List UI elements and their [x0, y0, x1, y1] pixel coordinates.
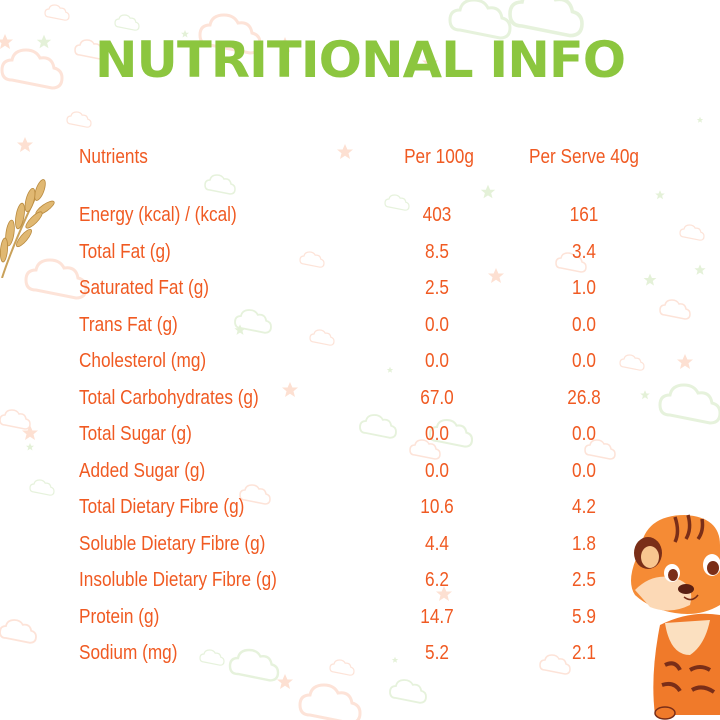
nutrient-name: Total Dietary Fibre (g) [79, 496, 245, 518]
value-per-serve: 0.0 [572, 423, 596, 445]
nutrient-name: Saturated Fat (g) [79, 277, 210, 299]
value-per-100g: 4.4 [425, 532, 449, 555]
value-per-serve: 2.5 [572, 569, 596, 591]
table-row: Total Dietary Fibre (g) 10.6 4.2 [79, 492, 679, 522]
value-per-100g: 0.0 [425, 350, 449, 372]
value-per-100g: 2.5 [425, 277, 449, 299]
header-nutrients: Nutrients [79, 146, 148, 168]
nutrient-name: Sodium (mg) [79, 642, 178, 664]
table-row: Trans Fat (g) 0.0 0.0 [79, 310, 679, 340]
nutrient-name: Trans Fat (g) [79, 313, 178, 336]
table-row: Saturated Fat (g) 2.5 1.0 [79, 273, 679, 303]
value-per-serve: 2.1 [572, 642, 596, 664]
value-per-100g: 8.5 [425, 240, 449, 263]
table-row: Added Sugar (g) 0.0 0.0 [79, 456, 679, 486]
value-per-100g: 6.2 [425, 569, 449, 591]
header-per-serve: Per Serve 40g [529, 146, 639, 168]
table-row: Soluble Dietary Fibre (g) 4.4 1.8 [79, 529, 679, 559]
nutrient-name: Insoluble Dietary Fibre (g) [79, 569, 277, 591]
table-row: Total Fat (g) 8.5 3.4 [79, 237, 679, 267]
oat-stalk-icon [0, 179, 55, 278]
nutrient-name: Soluble Dietary Fibre (g) [79, 532, 266, 555]
value-per-serve: 4.2 [572, 496, 596, 518]
table-row: Energy (kcal) / (kcal) 403 161 [79, 200, 679, 230]
value-per-serve: 26.8 [567, 386, 601, 409]
value-per-serve: 1.8 [572, 532, 596, 555]
table-row: Sodium (mg) 5.2 2.1 [79, 638, 679, 668]
value-per-serve: 5.9 [572, 605, 596, 628]
table-row: Insoluble Dietary Fibre (g) 6.2 2.5 [79, 565, 679, 595]
value-per-100g: 0.0 [425, 459, 449, 482]
value-per-100g: 10.6 [420, 496, 454, 518]
nutrient-name: Total Fat (g) [79, 240, 171, 263]
nutrient-name: Total Carbohydrates (g) [79, 386, 259, 409]
value-per-100g: 5.2 [425, 642, 449, 664]
header-per-100g: Per 100g [404, 146, 474, 168]
table-row: Total Carbohydrates (g) 67.0 26.8 [79, 383, 679, 413]
value-per-serve: 0.0 [572, 350, 596, 372]
nutrient-name: Energy (kcal) / (kcal) [79, 204, 237, 226]
value-per-serve: 0.0 [572, 459, 596, 482]
value-per-100g: 14.7 [420, 605, 454, 628]
table-row: Protein (g) 14.7 5.9 [79, 602, 679, 632]
value-per-serve: 3.4 [572, 240, 596, 263]
value-per-serve: 1.0 [572, 277, 596, 299]
value-per-100g: 67.0 [420, 386, 454, 409]
value-per-serve: 161 [569, 204, 599, 226]
table-row: Total Sugar (g) 0.0 0.0 [79, 419, 679, 449]
page-title: NUTRITIONAL INFO [94, 31, 626, 89]
nutrient-name: Total Sugar (g) [79, 423, 192, 445]
nutrient-name: Protein (g) [79, 605, 160, 628]
value-per-100g: 0.0 [425, 313, 449, 336]
tiger-mascot-icon [631, 514, 720, 720]
table-row: Cholesterol (mg) 0.0 0.0 [79, 346, 679, 376]
nutrient-name: Added Sugar (g) [79, 459, 206, 482]
table-header: Nutrients Per 100g Per Serve 40g [79, 142, 679, 172]
nutrient-name: Cholesterol (mg) [79, 350, 207, 372]
value-per-100g: 0.0 [425, 423, 449, 445]
value-per-serve: 0.0 [572, 313, 596, 336]
value-per-100g: 403 [422, 204, 452, 226]
